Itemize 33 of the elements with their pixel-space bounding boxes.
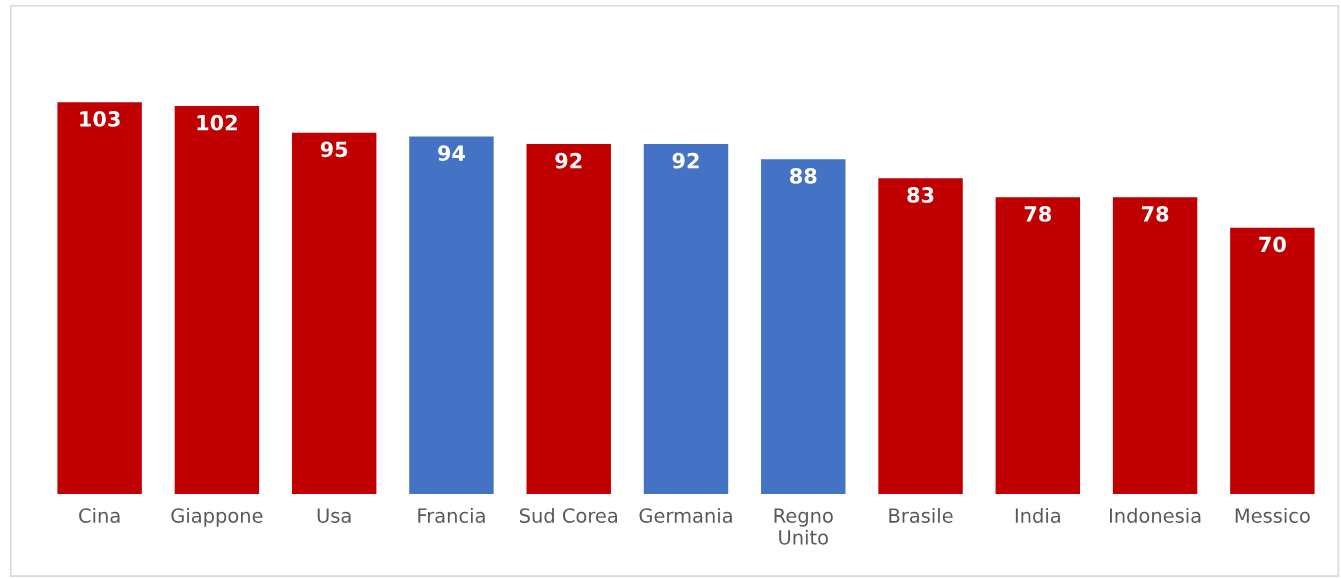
data-label: 102 (197, 114, 237, 131)
x-tick-label: Regno Unito (774, 508, 833, 545)
data-label: 103 (80, 111, 120, 127)
bar (878, 178, 963, 494)
x-tick-label: Cina (79, 507, 120, 523)
bar (174, 106, 260, 494)
bar (526, 144, 611, 494)
bar (1112, 197, 1198, 494)
data-label: 95 (320, 141, 348, 158)
x-tick-label: Francia (418, 507, 485, 523)
bar (291, 132, 377, 494)
bar (995, 197, 1081, 494)
x-tick-label: Germania (639, 507, 732, 523)
x-tick-label: Giappone (171, 507, 263, 527)
bar (57, 102, 142, 494)
data-label: 78 (1024, 206, 1052, 222)
data-label: 92 (672, 152, 699, 169)
data-label: 88 (790, 168, 817, 184)
x-tick-label: Brasile (889, 507, 953, 523)
x-tick-label: Indonesia (1109, 507, 1201, 523)
x-tick-label: Sud Corea (519, 507, 618, 523)
x-tick-label: Usa (317, 508, 351, 523)
bar (643, 144, 729, 494)
bar (409, 136, 494, 494)
data-label: 94 (438, 145, 465, 161)
data-label: 83 (907, 187, 934, 203)
x-tick-label: India (1015, 507, 1060, 523)
bar (1230, 227, 1315, 494)
data-label: 70 (1259, 236, 1286, 253)
x-tick-label: Messico (1235, 507, 1310, 523)
bar (761, 159, 846, 494)
data-label: 92 (555, 152, 582, 169)
data-label: 78 (1141, 206, 1169, 222)
